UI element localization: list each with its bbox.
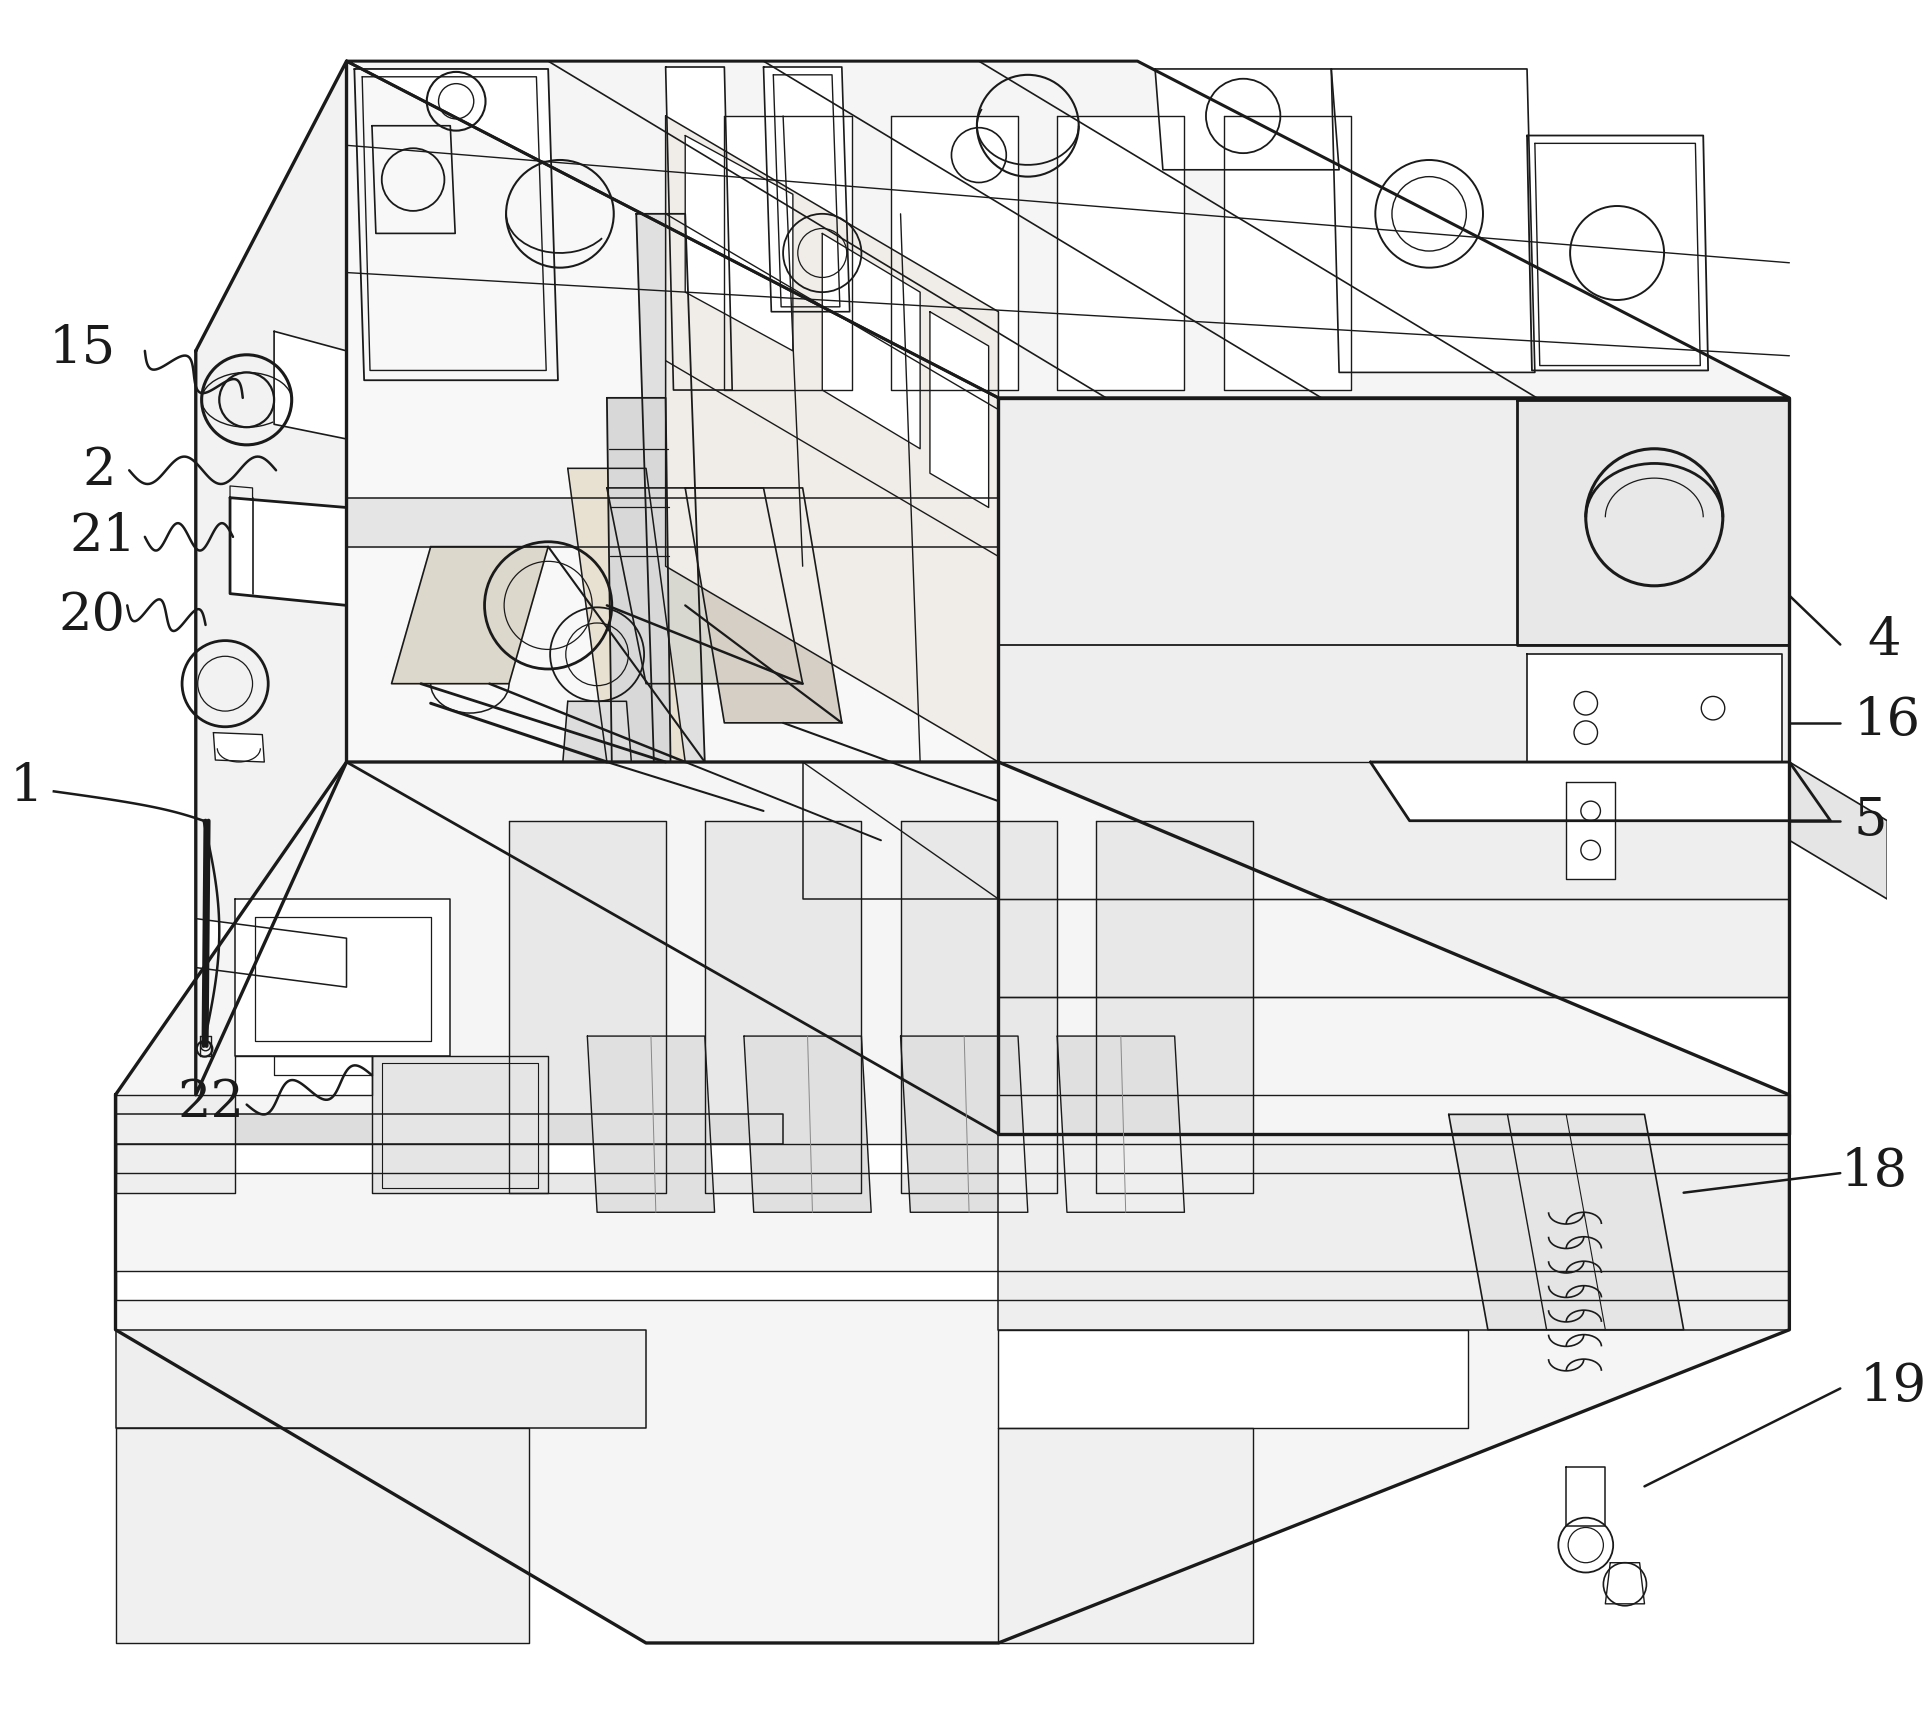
Polygon shape <box>116 1095 235 1193</box>
Polygon shape <box>665 67 733 390</box>
Polygon shape <box>999 398 1789 1135</box>
Polygon shape <box>372 1056 548 1193</box>
Polygon shape <box>1527 655 1781 762</box>
Text: 19: 19 <box>1861 1360 1926 1412</box>
Polygon shape <box>802 762 999 899</box>
Polygon shape <box>197 62 347 1095</box>
Polygon shape <box>900 1036 1028 1212</box>
Polygon shape <box>1566 1466 1606 1526</box>
Text: 20: 20 <box>58 590 125 641</box>
Polygon shape <box>1517 400 1789 644</box>
Polygon shape <box>1606 1562 1645 1603</box>
Polygon shape <box>372 126 455 234</box>
Polygon shape <box>999 996 1789 1095</box>
Polygon shape <box>999 1330 1469 1427</box>
Polygon shape <box>347 62 1789 398</box>
Polygon shape <box>636 214 706 762</box>
Polygon shape <box>1789 762 1888 899</box>
Polygon shape <box>229 497 347 605</box>
Polygon shape <box>116 1271 1789 1301</box>
Text: 15: 15 <box>48 323 116 374</box>
Polygon shape <box>1330 68 1535 373</box>
Polygon shape <box>274 332 347 439</box>
Polygon shape <box>1224 116 1352 390</box>
Polygon shape <box>999 899 1789 996</box>
Polygon shape <box>684 135 792 350</box>
Polygon shape <box>116 1427 528 1642</box>
Polygon shape <box>116 1114 783 1143</box>
Polygon shape <box>929 311 989 508</box>
Polygon shape <box>891 116 1018 390</box>
Polygon shape <box>607 487 802 684</box>
Text: 18: 18 <box>1839 1145 1907 1196</box>
Text: 5: 5 <box>1855 795 1888 846</box>
Polygon shape <box>763 67 850 311</box>
Polygon shape <box>588 1036 715 1212</box>
Polygon shape <box>116 762 1789 1642</box>
Polygon shape <box>567 468 684 762</box>
Polygon shape <box>1527 135 1708 371</box>
Polygon shape <box>725 116 852 390</box>
Polygon shape <box>706 820 862 1193</box>
Polygon shape <box>1097 820 1253 1193</box>
Polygon shape <box>355 68 557 379</box>
Polygon shape <box>821 234 920 449</box>
Polygon shape <box>116 1143 1789 1172</box>
Polygon shape <box>1371 762 1830 820</box>
Polygon shape <box>999 1427 1253 1642</box>
Polygon shape <box>665 116 999 762</box>
Text: 21: 21 <box>69 511 137 562</box>
Polygon shape <box>235 1056 372 1095</box>
Polygon shape <box>235 899 451 1056</box>
Polygon shape <box>197 919 347 988</box>
Text: 22: 22 <box>177 1077 245 1128</box>
Polygon shape <box>999 1135 1789 1330</box>
Text: 1: 1 <box>10 761 42 812</box>
Text: 16: 16 <box>1855 696 1920 747</box>
Polygon shape <box>509 820 665 1193</box>
Text: 2: 2 <box>83 444 116 496</box>
Polygon shape <box>214 733 264 762</box>
Polygon shape <box>563 701 630 762</box>
Polygon shape <box>1057 1036 1184 1212</box>
Polygon shape <box>347 497 999 547</box>
Polygon shape <box>684 487 843 723</box>
Polygon shape <box>1057 116 1184 390</box>
Polygon shape <box>900 820 1057 1193</box>
Polygon shape <box>744 1036 871 1212</box>
Polygon shape <box>607 398 671 762</box>
Polygon shape <box>391 547 548 684</box>
Text: 4: 4 <box>1868 615 1901 667</box>
Polygon shape <box>1566 781 1616 880</box>
Polygon shape <box>116 1330 646 1427</box>
Polygon shape <box>1155 68 1340 169</box>
Polygon shape <box>347 62 999 1135</box>
Polygon shape <box>1448 1114 1683 1330</box>
